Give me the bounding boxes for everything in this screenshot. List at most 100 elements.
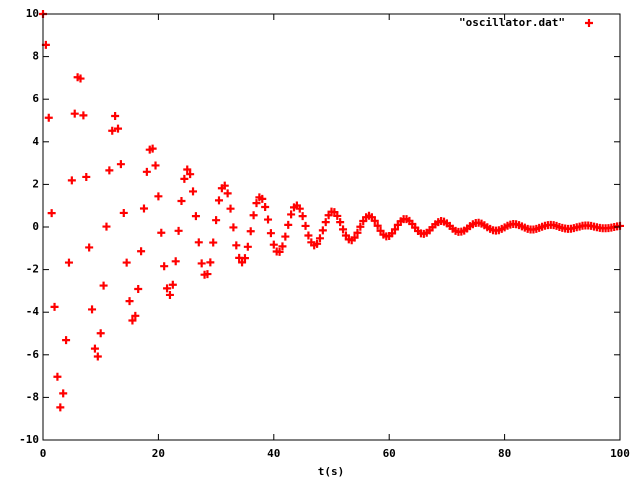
point xyxy=(370,216,379,225)
point xyxy=(108,126,117,135)
point xyxy=(232,241,241,250)
point xyxy=(287,210,296,219)
series xyxy=(39,10,624,412)
point xyxy=(114,124,123,133)
point xyxy=(119,208,128,217)
point xyxy=(151,161,160,170)
y-tick-label: -8 xyxy=(26,390,39,403)
point xyxy=(96,329,105,338)
point xyxy=(220,181,229,190)
point xyxy=(59,389,68,398)
point xyxy=(313,239,322,248)
x-tick-label: 0 xyxy=(40,447,47,460)
point xyxy=(168,280,177,289)
point xyxy=(266,229,275,238)
point xyxy=(137,247,146,256)
point xyxy=(269,240,278,249)
point xyxy=(76,74,85,83)
point xyxy=(194,238,203,247)
point xyxy=(353,228,362,237)
point xyxy=(139,204,148,213)
x-tick-label: 100 xyxy=(610,447,630,460)
point xyxy=(278,242,287,251)
point xyxy=(275,247,284,256)
point xyxy=(252,199,261,208)
point xyxy=(165,290,174,299)
point xyxy=(333,211,342,220)
point xyxy=(264,215,273,224)
x-tick-label: 20 xyxy=(152,447,165,460)
y-tick-label: 4 xyxy=(32,135,39,148)
point xyxy=(209,238,218,247)
y-tick-label: -10 xyxy=(19,433,39,446)
point xyxy=(197,259,206,268)
y-tick-label: 2 xyxy=(32,177,39,190)
point xyxy=(131,311,140,320)
point xyxy=(111,112,120,121)
point xyxy=(240,254,249,263)
point xyxy=(125,297,134,306)
plot-area xyxy=(39,10,624,412)
point xyxy=(284,220,293,229)
point xyxy=(191,212,200,221)
point xyxy=(186,170,195,179)
point xyxy=(206,258,215,267)
point xyxy=(318,226,327,235)
point xyxy=(70,109,79,118)
point xyxy=(249,211,258,220)
point xyxy=(177,197,186,206)
point xyxy=(223,189,232,198)
legend-marker xyxy=(585,19,593,27)
y-tick-label: -4 xyxy=(26,305,40,318)
point xyxy=(93,352,102,361)
point xyxy=(142,167,151,176)
point xyxy=(50,302,59,311)
y-tick-label: -6 xyxy=(26,348,40,361)
point xyxy=(160,262,169,271)
point xyxy=(82,172,91,181)
point xyxy=(203,270,212,279)
point xyxy=(183,165,192,174)
point xyxy=(315,234,324,243)
point xyxy=(64,258,73,267)
point xyxy=(85,243,94,252)
point xyxy=(157,228,166,237)
point xyxy=(301,221,310,230)
point xyxy=(90,344,99,353)
point xyxy=(154,192,163,201)
point xyxy=(246,227,255,236)
point xyxy=(189,187,198,196)
y-tick-label: 0 xyxy=(32,220,39,233)
point xyxy=(148,144,157,153)
point xyxy=(62,336,71,345)
point xyxy=(295,204,304,213)
point xyxy=(180,174,189,183)
point xyxy=(56,403,65,412)
point xyxy=(304,231,313,240)
point xyxy=(53,372,62,381)
legend-label: "oscillator.dat" xyxy=(459,16,565,29)
point xyxy=(350,233,359,242)
point xyxy=(67,176,76,185)
point xyxy=(258,194,267,203)
point xyxy=(99,281,108,290)
point xyxy=(339,225,348,234)
point xyxy=(373,221,382,230)
point xyxy=(102,222,111,231)
point xyxy=(128,316,137,325)
point xyxy=(174,226,183,235)
x-tick-label: 80 xyxy=(498,447,511,460)
point xyxy=(388,229,397,238)
point xyxy=(79,111,88,120)
point xyxy=(298,212,307,221)
y-tick-label: -2 xyxy=(26,263,39,276)
point xyxy=(261,202,270,211)
y-tick-label: 10 xyxy=(26,7,39,20)
y-tick-label: 8 xyxy=(32,50,39,63)
x-axis-label: t(s) xyxy=(318,465,345,478)
x-tick-label: 40 xyxy=(267,447,280,460)
point xyxy=(105,166,114,175)
point xyxy=(321,218,330,227)
point xyxy=(243,242,252,251)
